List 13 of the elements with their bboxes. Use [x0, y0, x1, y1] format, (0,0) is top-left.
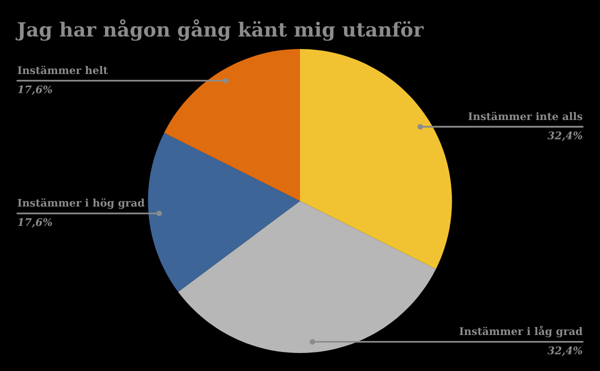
chart-title: Jag har någon gång känt mig utanför [16, 19, 424, 41]
slice-label: Instämmer inte alls [468, 112, 582, 120]
pie-slice [300, 49, 452, 270]
data-label: 17,6% [18, 218, 52, 228]
slice-label: Instämmer i hög grad [18, 198, 145, 209]
pie-slice [164, 49, 300, 201]
slice-label: Instämmer i låg grad [460, 326, 582, 338]
data-label: 17,6% [18, 85, 52, 95]
pie-slice [178, 201, 436, 353]
slice-label: Instämmer helt [18, 66, 108, 74]
pie-slice [148, 132, 300, 292]
data-label: 32,4% [547, 346, 582, 356]
data-label: 32,4% [547, 132, 582, 141]
